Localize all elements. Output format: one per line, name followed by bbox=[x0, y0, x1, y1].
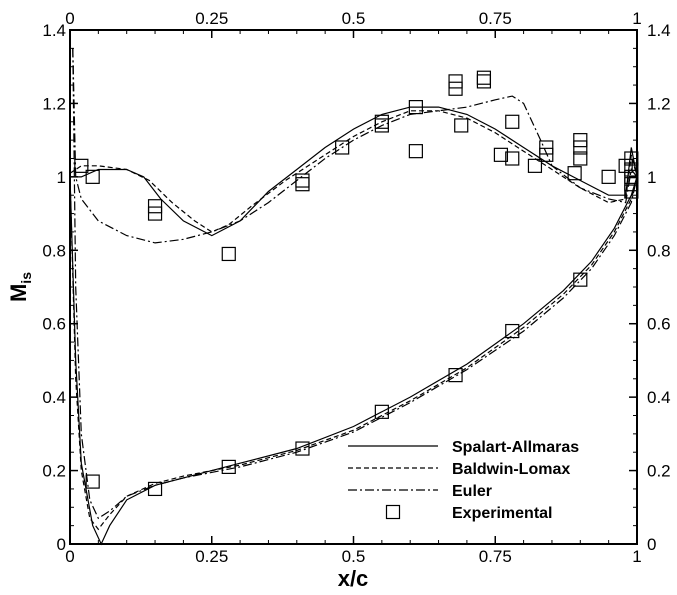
y-tick-label-left-4: 0.8 bbox=[42, 241, 66, 260]
experimental-point-34 bbox=[85, 474, 100, 489]
y-tick-label-left-0: 0 bbox=[57, 535, 66, 554]
x-tick-label-top-3: 0.75 bbox=[479, 9, 512, 28]
y-axis-title: Mis bbox=[6, 272, 34, 302]
experimental-point-19 bbox=[505, 151, 520, 166]
experimental-point-13 bbox=[448, 81, 463, 96]
series-line-2-0 bbox=[72, 48, 638, 244]
y-tick-label-left-5: 1 bbox=[57, 168, 66, 187]
experimental-point-21 bbox=[539, 140, 554, 155]
experimental-point-0 bbox=[74, 158, 89, 173]
experimental-point-12 bbox=[448, 74, 463, 89]
experimental-point-20 bbox=[527, 158, 543, 173]
experimental-point-37 bbox=[295, 441, 310, 456]
experimental-point-14 bbox=[454, 118, 469, 133]
legend: Spalart-Allmaras Baldwin-Lomax Euler Experi… bbox=[348, 439, 579, 522]
y-axis-title-subscript: is bbox=[18, 272, 34, 284]
series-line-1-0 bbox=[69, 110, 638, 233]
y-tick-label-left-3: 0.6 bbox=[42, 315, 66, 334]
experimental-point-17 bbox=[493, 147, 509, 162]
legend-marker-3 bbox=[385, 504, 401, 520]
experimental-point-11 bbox=[408, 144, 423, 159]
y-tick-label-right-3: 0.6 bbox=[647, 315, 671, 334]
legend-label-0: Spalart-Allmaras bbox=[452, 439, 579, 456]
legend-label-3: Experimental bbox=[452, 505, 552, 522]
y-tick-label-right-0: 0 bbox=[647, 535, 656, 554]
x-tick-label-bottom-3: 0.75 bbox=[479, 547, 512, 566]
series-line-0-0 bbox=[70, 106, 638, 237]
experimental-point-9 bbox=[374, 118, 389, 133]
experimental-point-26 bbox=[573, 151, 588, 166]
experimental-point-36 bbox=[221, 459, 236, 474]
experimental-point-41 bbox=[573, 272, 588, 287]
x-tick-label-bottom-2: 0.5 bbox=[342, 547, 366, 566]
experimental-point-4 bbox=[221, 246, 236, 262]
x-tick-label-top-1: 0.25 bbox=[195, 9, 228, 28]
y-tick-label-right-2: 0.4 bbox=[647, 388, 671, 407]
x-tick-label-bottom-4: 1 bbox=[632, 547, 641, 566]
series-line-0-1 bbox=[69, 176, 638, 546]
y-tick-label-right-5: 1 bbox=[647, 168, 656, 187]
experimental-point-24 bbox=[573, 133, 588, 148]
experimental-point-16 bbox=[476, 74, 492, 89]
y-tick-label-left-7: 1.4 bbox=[42, 21, 66, 40]
experimental-point-18 bbox=[505, 114, 520, 129]
x-tick-label-bottom-0: 0 bbox=[65, 547, 74, 566]
experimental-point-23 bbox=[567, 166, 582, 181]
x-tick-label-top-4: 1 bbox=[632, 9, 641, 28]
experimental-point-1 bbox=[85, 169, 100, 184]
experimental-point-38 bbox=[374, 404, 389, 419]
experimental-point-39 bbox=[448, 368, 463, 383]
y-tick-label-right-6: 1.2 bbox=[647, 94, 671, 113]
y-tick-label-right-1: 0.2 bbox=[647, 462, 671, 481]
series-line-1-1 bbox=[69, 176, 638, 531]
y-tick-label-left-1: 0.2 bbox=[42, 462, 66, 481]
x-axis-title: x/c bbox=[338, 566, 369, 591]
y-tick-label-right-7: 1.4 bbox=[647, 21, 671, 40]
x-tick-label-bottom-1: 0.25 bbox=[195, 547, 228, 566]
legend-label-2: Euler bbox=[452, 483, 492, 500]
experimental-point-6 bbox=[295, 177, 310, 192]
y-tick-label-left-6: 1.2 bbox=[42, 94, 66, 113]
experimental-point-27 bbox=[601, 169, 616, 184]
experimental-point-2 bbox=[147, 199, 163, 214]
experimental-point-25 bbox=[573, 140, 588, 155]
y-tick-label-right-4: 0.8 bbox=[647, 241, 671, 260]
legend-label-1: Baldwin-Lomax bbox=[452, 461, 570, 478]
x-tick-label-top-0: 0 bbox=[65, 9, 74, 28]
marker-layer bbox=[74, 70, 639, 497]
experimental-point-28 bbox=[618, 158, 633, 173]
experimental-point-7 bbox=[335, 140, 350, 155]
experimental-point-35 bbox=[147, 481, 163, 497]
experimental-point-40 bbox=[505, 323, 520, 339]
experimental-point-3 bbox=[147, 206, 163, 221]
y-axis-title-main: M bbox=[6, 284, 31, 302]
experimental-point-10 bbox=[408, 99, 423, 115]
y-tick-label-left-2: 0.4 bbox=[42, 388, 66, 407]
experimental-point-22 bbox=[539, 147, 554, 162]
x-tick-label-top-2: 0.5 bbox=[342, 9, 366, 28]
